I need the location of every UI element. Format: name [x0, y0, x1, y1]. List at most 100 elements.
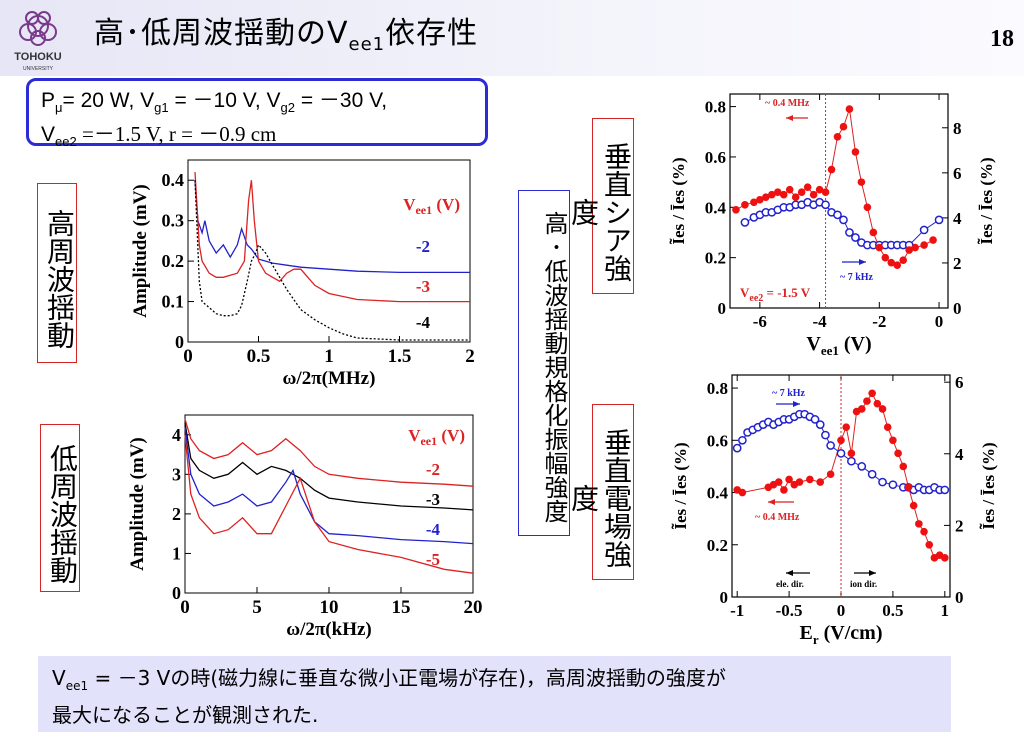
- red-point: [911, 243, 919, 252]
- red-point: [941, 554, 949, 562]
- blue-point: [821, 200, 830, 210]
- x-axis-label: ω/2π(MHz): [283, 368, 376, 389]
- x-axis-label: ω/2π(kHz): [286, 619, 372, 640]
- y-tick-label-left: 0: [720, 588, 729, 607]
- annotation-high: ~ 0.4 MHz: [765, 98, 810, 109]
- red-point: [883, 423, 892, 432]
- arrow-high-head: [768, 499, 775, 505]
- series-line: [194, 172, 470, 303]
- conclusion-line-1: Vee1 = －3 Vの時(磁力線に垂直な微小正電場が存在)，高周波揺動の強度が: [52, 666, 726, 693]
- arrow-low-head: [793, 401, 800, 407]
- university-logo: TOHOKU UNIVERSITY: [14, 11, 62, 72]
- y-axis-label-left: Ĩes / Īes (%): [669, 157, 688, 244]
- red-point: [768, 190, 776, 199]
- page-number: 18: [990, 26, 1014, 52]
- page-title: 高･低周波揺動のVee1依存性: [94, 16, 479, 55]
- red-point: [894, 449, 902, 458]
- series-line: [184, 434, 474, 574]
- red-point: [873, 399, 882, 408]
- high-freq-spectrum-chart: 0 0.5 1 1.5 2 0 0.1 0.2 0.3 0.4 ω/2π(MHz) Amplitude…: [130, 159, 475, 389]
- legend-title: Vee1 (V): [408, 426, 465, 448]
- red-point: [899, 462, 908, 471]
- x-tick-label: -6: [753, 312, 767, 331]
- red-point: [779, 190, 788, 199]
- x-axis-label: Er (V/cm): [800, 622, 883, 647]
- x-tick-label: 0.5: [882, 601, 903, 620]
- y-tick-label-left: 0.2: [705, 249, 726, 268]
- series-line: [194, 180, 470, 274]
- conclusion-line-2: 最大になることが観測された.: [52, 703, 319, 727]
- y-tick-label: 1: [172, 543, 181, 563]
- red-point: [780, 486, 788, 494]
- red-point: [863, 397, 871, 405]
- red-point: [750, 198, 758, 207]
- blue-point: [919, 225, 929, 235]
- annotation-high: ~ 0.4 MHz: [755, 512, 800, 523]
- blue-point: [851, 233, 860, 242]
- red-point: [732, 206, 740, 214]
- legend-title: Vee1 (V): [403, 195, 460, 217]
- y-axis-label-left: Ĩes / Īes (%): [671, 442, 690, 529]
- svg-text:UNIVERSITY: UNIVERSITY: [23, 66, 54, 72]
- red-point: [809, 190, 818, 199]
- red-point: [741, 200, 749, 209]
- legend-label: -2: [426, 460, 440, 479]
- y-axis-label: Amplitude (mV): [127, 437, 148, 571]
- y-tick-label-left: 0: [718, 299, 727, 318]
- red-point: [920, 241, 928, 249]
- y-tick-label-left: 0.6: [707, 431, 728, 450]
- red-point: [887, 258, 896, 267]
- legend-label: -3: [416, 277, 430, 296]
- red-point: [878, 405, 887, 413]
- blue-point: [826, 441, 835, 450]
- blue-point: [821, 430, 830, 440]
- label-high-freq: 高周波揺動: [37, 183, 77, 363]
- parameter-box: Pμ= 20 W, Vg1 = －10 V, Vg2 = －30 V, Vee2…: [26, 78, 488, 149]
- red-point: [863, 203, 872, 212]
- blue-point: [815, 420, 825, 429]
- y-tick-label-right: 0: [953, 299, 962, 318]
- x-tick-label: 20: [464, 597, 483, 618]
- red-point: [827, 165, 836, 174]
- y-tick-label: 3: [172, 464, 181, 484]
- red-point: [925, 540, 934, 549]
- red-point: [756, 195, 764, 204]
- legend-label: -3: [426, 490, 440, 509]
- blue-point: [732, 443, 742, 453]
- red-point: [806, 475, 814, 484]
- x-tick-label: 0: [180, 597, 190, 618]
- red-point: [774, 478, 783, 486]
- blue-point: [845, 228, 854, 237]
- red-point: [785, 475, 793, 484]
- annotation-ion: ion dir.: [850, 579, 877, 589]
- y-tick-label-right: 6: [955, 373, 964, 392]
- y-tick-label: 0.4: [162, 170, 185, 190]
- blue-point: [940, 485, 950, 495]
- blue-point: [738, 435, 747, 445]
- arrow-ele-head: [786, 570, 793, 576]
- y-tick-label-right: 6: [953, 164, 962, 183]
- red-point: [847, 449, 856, 458]
- red-point: [869, 228, 878, 237]
- red-point: [738, 488, 747, 497]
- x-tick-label: -1: [730, 601, 744, 620]
- red-point: [868, 389, 876, 398]
- series-line: [194, 180, 470, 341]
- x-tick-label: -4: [813, 312, 828, 331]
- blue-point: [839, 215, 848, 225]
- y-axis-label: Amplitude (mV): [130, 184, 151, 318]
- label-perp-shear: 垂直シア強度: [567, 118, 634, 294]
- red-point: [803, 183, 812, 191]
- red-point: [857, 178, 866, 186]
- y-tick-label-left: 0.8: [707, 379, 728, 398]
- blue-point: [836, 449, 846, 458]
- x-tick-label: 10: [320, 597, 339, 618]
- red-point: [905, 246, 913, 254]
- blue-point: [888, 480, 898, 490]
- red-point: [845, 105, 854, 113]
- red-point: [851, 148, 860, 156]
- label-low-freq: 低周波揺動: [40, 424, 80, 592]
- red-point: [785, 185, 794, 194]
- red-point: [795, 478, 804, 486]
